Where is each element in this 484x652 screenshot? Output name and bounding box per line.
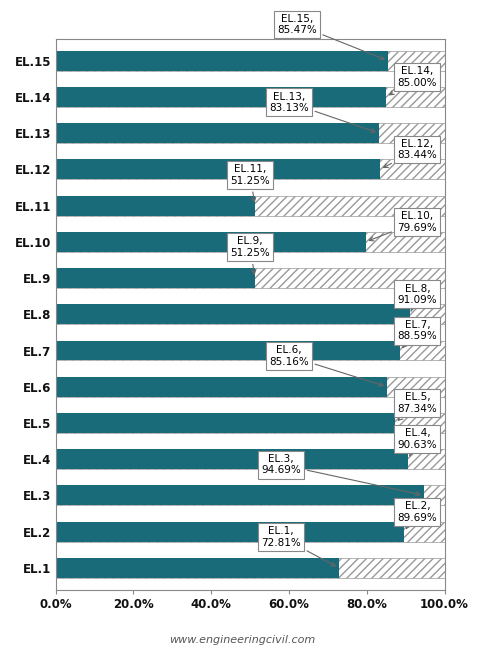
- Bar: [56, 377, 387, 396]
- Bar: [56, 486, 445, 505]
- Bar: [56, 522, 405, 542]
- Text: EL.5,
87.34%: EL.5, 87.34%: [397, 393, 437, 421]
- Bar: [56, 449, 445, 469]
- Bar: [56, 486, 424, 505]
- Text: EL.14,
85.00%: EL.14, 85.00%: [390, 67, 437, 95]
- Bar: [56, 522, 445, 542]
- Text: www.engineeringcivil.com: www.engineeringcivil.com: [169, 636, 315, 645]
- Bar: [56, 340, 400, 361]
- Bar: [56, 377, 445, 396]
- Text: EL.2,
89.69%: EL.2, 89.69%: [397, 501, 437, 529]
- Bar: [56, 413, 445, 433]
- Text: EL.13,
83.13%: EL.13, 83.13%: [269, 91, 375, 132]
- Bar: [56, 268, 445, 288]
- Bar: [56, 87, 386, 107]
- Text: EL.6,
85.16%: EL.6, 85.16%: [269, 345, 383, 386]
- Text: EL.8,
91.09%: EL.8, 91.09%: [397, 284, 437, 312]
- Text: EL.4,
90.63%: EL.4, 90.63%: [397, 428, 437, 456]
- Bar: [56, 232, 365, 252]
- Bar: [56, 304, 410, 324]
- Bar: [56, 87, 445, 107]
- Bar: [56, 160, 445, 179]
- Bar: [56, 304, 445, 324]
- Bar: [56, 196, 445, 216]
- Text: EL.12,
83.44%: EL.12, 83.44%: [384, 139, 437, 168]
- Text: EL.11,
51.25%: EL.11, 51.25%: [230, 164, 270, 201]
- Bar: [56, 558, 339, 578]
- Text: EL.1,
72.81%: EL.1, 72.81%: [261, 526, 335, 566]
- Bar: [56, 123, 445, 143]
- Bar: [56, 268, 255, 288]
- Bar: [56, 558, 445, 578]
- Bar: [56, 51, 388, 70]
- Text: EL.7,
88.59%: EL.7, 88.59%: [397, 319, 437, 348]
- Bar: [56, 232, 445, 252]
- Bar: [56, 51, 445, 70]
- Bar: [56, 449, 408, 469]
- Text: EL.10,
79.69%: EL.10, 79.69%: [369, 211, 437, 241]
- Text: EL.9,
51.25%: EL.9, 51.25%: [230, 237, 270, 274]
- Bar: [56, 123, 379, 143]
- Bar: [56, 160, 380, 179]
- Bar: [56, 196, 255, 216]
- Bar: [56, 413, 395, 433]
- Text: EL.15,
85.47%: EL.15, 85.47%: [277, 14, 384, 60]
- Text: EL.3,
94.69%: EL.3, 94.69%: [261, 454, 420, 496]
- Bar: [56, 340, 445, 361]
